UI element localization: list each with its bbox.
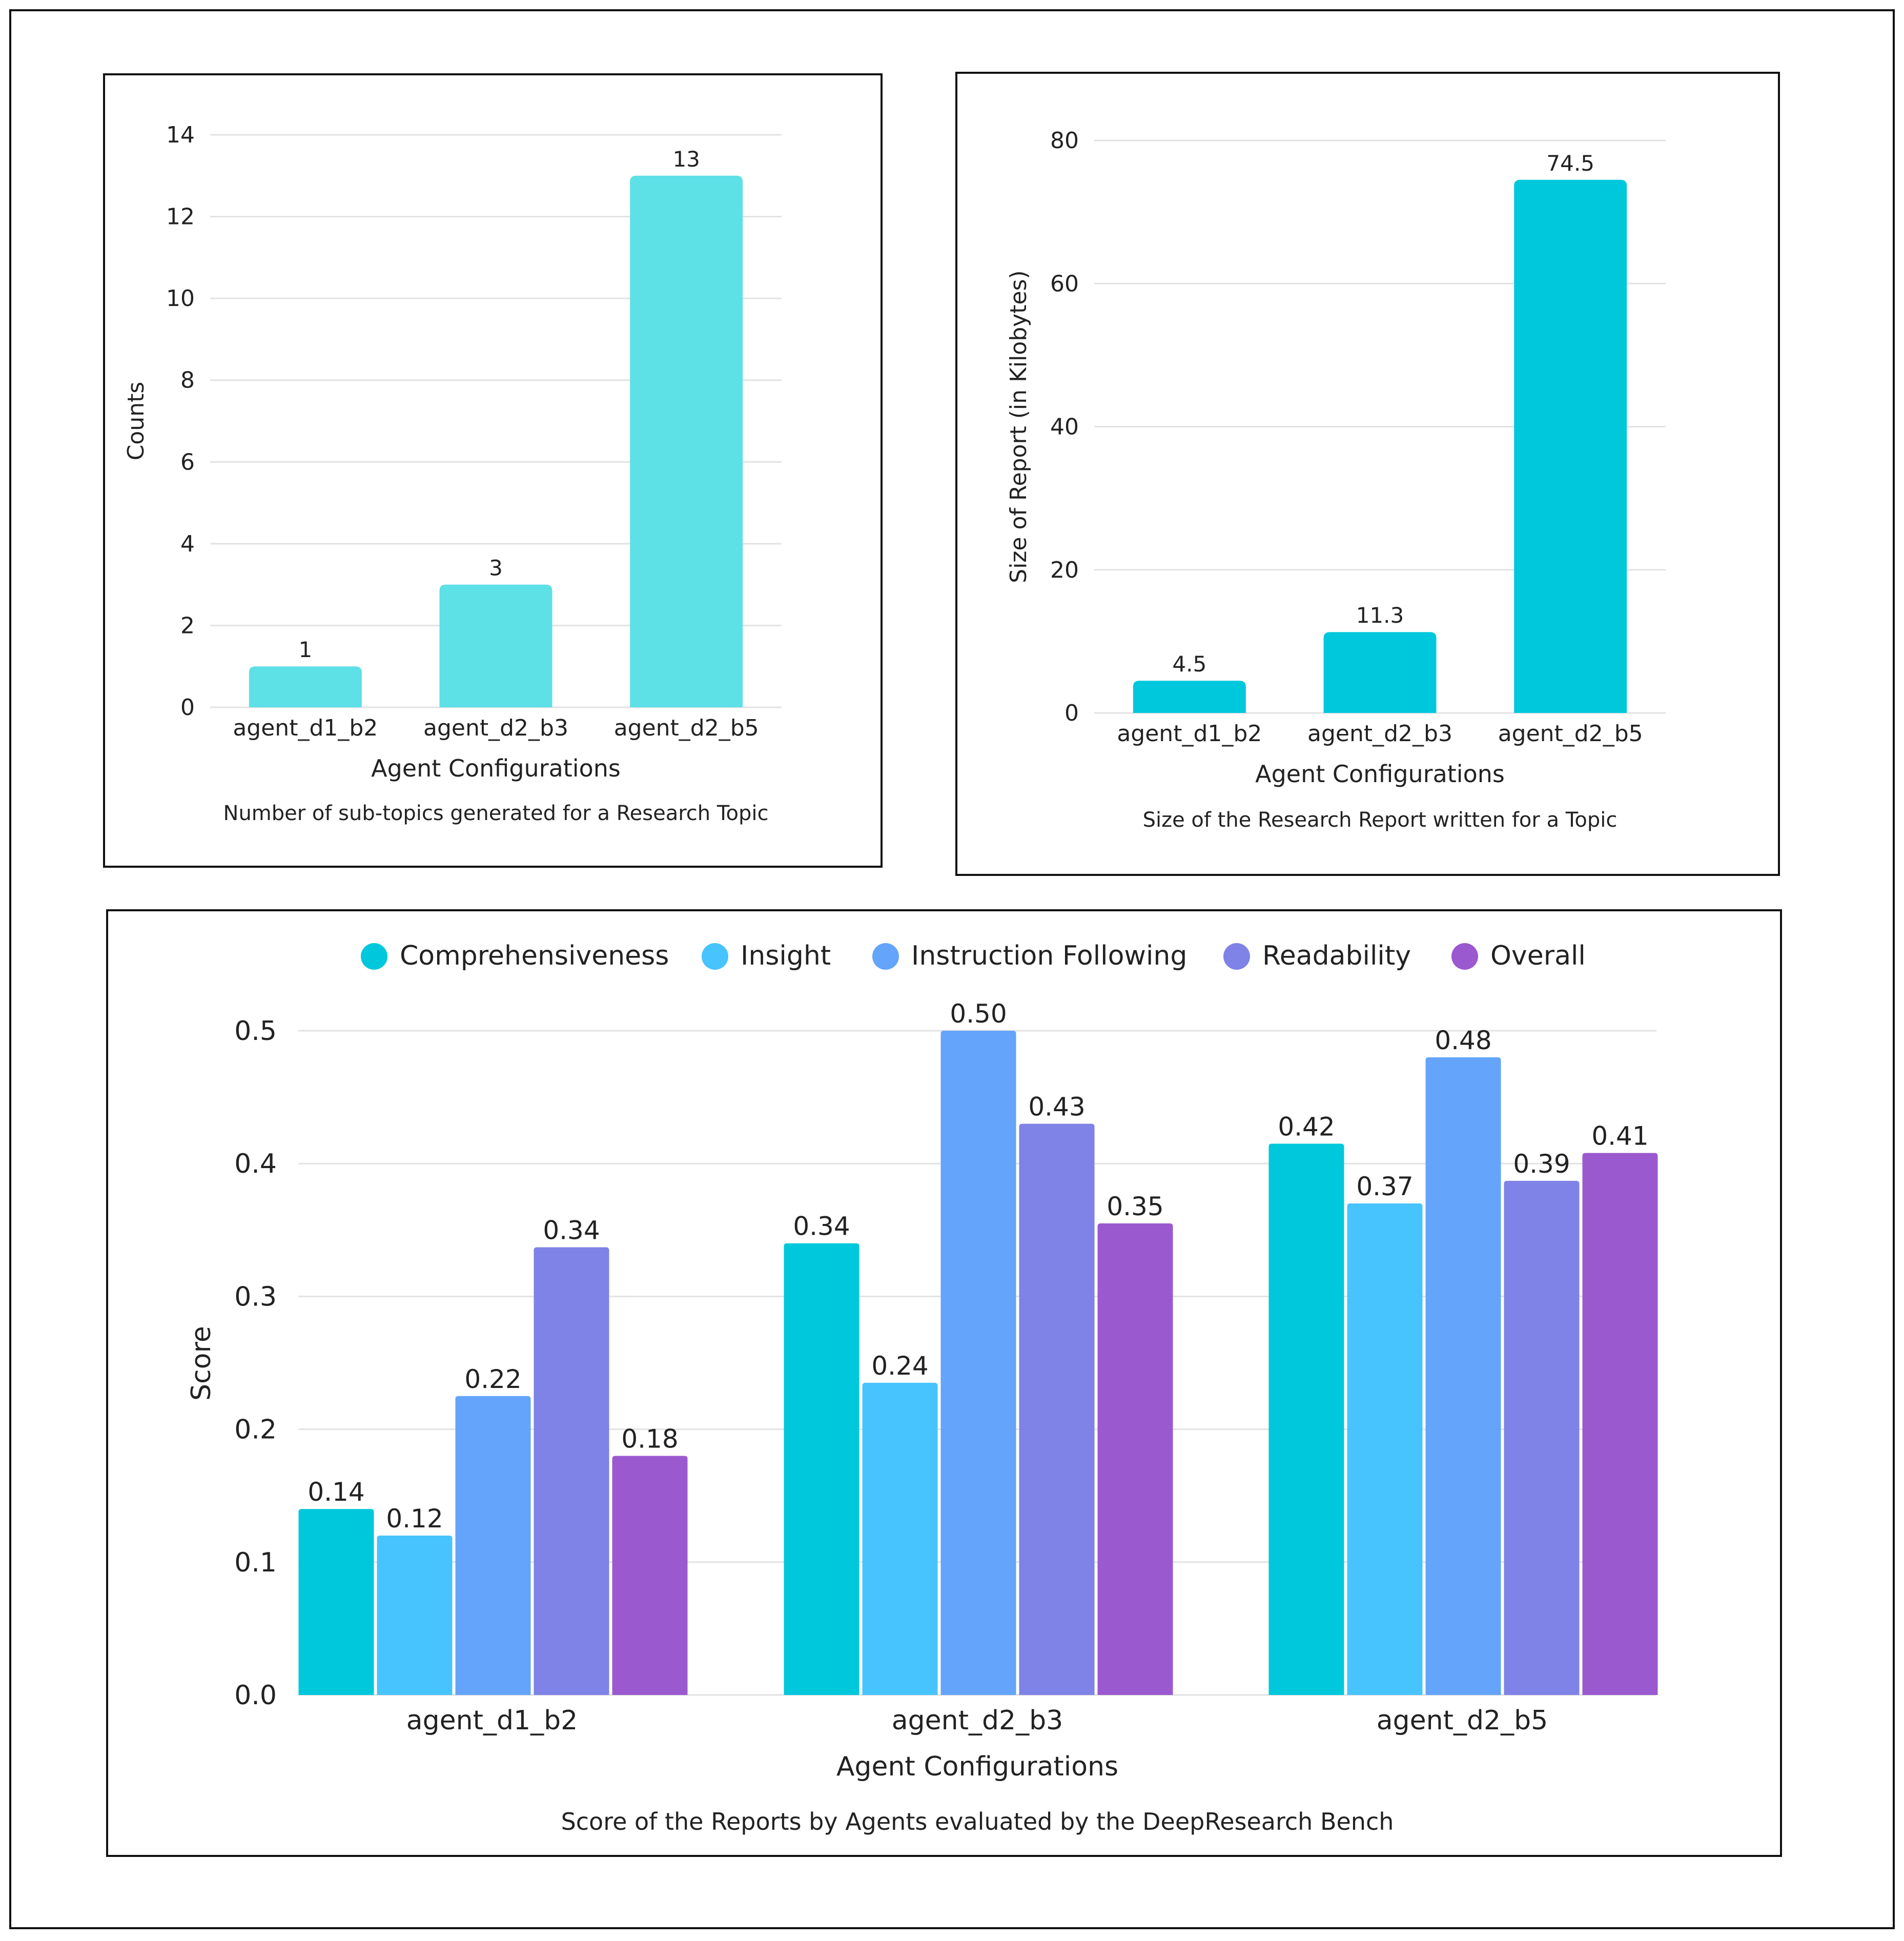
- legend-marker: [702, 943, 728, 970]
- y-axis-label: Counts: [123, 382, 149, 461]
- y-tick-label: 10: [166, 285, 195, 312]
- x-axis-label: Agent Configurations: [1255, 760, 1505, 788]
- data-label: 3: [489, 556, 503, 581]
- legend-marker: [1223, 943, 1250, 970]
- x-axis-label: Agent Configurations: [371, 754, 621, 782]
- y-tick-label: 80: [1050, 128, 1079, 154]
- bar: [612, 1456, 688, 1695]
- chart-frame: [103, 73, 883, 868]
- data-label: 0.41: [1591, 1121, 1648, 1151]
- x-tick-label: agent_d2_b5: [1377, 1705, 1548, 1736]
- data-label: 13: [672, 147, 700, 172]
- data-label: 4.5: [1172, 651, 1206, 677]
- bar: [630, 175, 743, 708]
- y-tick-label: 2: [180, 612, 195, 639]
- legend-label: Overall: [1490, 941, 1586, 971]
- legend-label: Insight: [741, 941, 831, 971]
- y-tick-label: 0: [180, 694, 195, 721]
- bar: [940, 1031, 1016, 1695]
- y-tick-label: 60: [1050, 271, 1079, 297]
- y-tick-label: 12: [166, 204, 195, 230]
- chart-frame: [955, 72, 1780, 876]
- subtopics-chart: 0 2 4 6 8 10 12 14 1 agent_d1_b2 3 agent_d2_b3 13 age…: [103, 73, 883, 868]
- data-label: 0.34: [793, 1212, 850, 1241]
- data-label: 0.24: [871, 1351, 928, 1381]
- data-label: 0.50: [950, 999, 1007, 1029]
- chart-caption: Number of sub-topics generated for a Res…: [223, 802, 769, 825]
- legend-label: Comprehensiveness: [400, 941, 669, 971]
- bar: [298, 1509, 374, 1695]
- y-tick-label: 20: [1050, 557, 1079, 583]
- y-tick-label: 0.1: [234, 1547, 277, 1578]
- chart-caption: Score of the Reports by Agents evaluated…: [561, 1808, 1394, 1835]
- x-tick-label: agent_d2_b3: [892, 1705, 1063, 1736]
- y-tick-label: 0: [1064, 700, 1079, 726]
- legend-label: Instruction Following: [911, 941, 1187, 971]
- bar: [784, 1243, 859, 1695]
- data-label: 0.22: [464, 1364, 521, 1394]
- bar: [1347, 1203, 1423, 1695]
- legend-label: Readability: [1262, 941, 1411, 971]
- bar: [1097, 1223, 1173, 1695]
- data-label: 74.5: [1546, 151, 1594, 176]
- y-tick-label: 8: [180, 367, 195, 394]
- x-tick-label: agent_d1_b2: [1117, 721, 1262, 747]
- y-tick-label: 0.4: [234, 1149, 277, 1179]
- x-axis-label: Agent Configurations: [836, 1751, 1118, 1782]
- data-label: 0.43: [1028, 1092, 1085, 1121]
- y-tick-label: 0.2: [234, 1415, 277, 1445]
- data-label: 0.42: [1278, 1112, 1335, 1141]
- data-label: 1: [298, 637, 312, 662]
- data-label: 0.37: [1356, 1172, 1413, 1201]
- bar: [1268, 1143, 1344, 1695]
- bar: [455, 1396, 531, 1695]
- chart-caption: Size of the Research Report written for …: [1143, 808, 1618, 832]
- data-label: 0.12: [386, 1504, 443, 1534]
- bar: [1133, 681, 1246, 713]
- y-tick-label: 4: [180, 531, 195, 557]
- legend-marker: [872, 943, 899, 970]
- y-tick-label: 0.3: [234, 1281, 277, 1312]
- outer-frame: [9, 9, 1895, 1929]
- bar: [377, 1535, 453, 1695]
- legend: Comprehensiveness Insight Instruction Foll…: [361, 941, 1586, 971]
- legend-marker: [1451, 943, 1478, 970]
- data-label: 0.39: [1513, 1149, 1570, 1179]
- bar: [1019, 1123, 1095, 1695]
- bar: [534, 1247, 609, 1695]
- score-chart: Comprehensiveness Insight Instruction Foll…: [106, 909, 1782, 1857]
- y-axis-label: Size of Report (in Kilobytes): [1006, 270, 1032, 583]
- x-tick-label: agent_d2_b5: [614, 715, 759, 741]
- y-tick-label: 14: [166, 122, 195, 148]
- chart-frame: [106, 909, 1782, 1857]
- y-tick-label: 0.0: [234, 1680, 277, 1711]
- bar: [439, 584, 552, 707]
- bar: [1582, 1153, 1658, 1695]
- x-tick-label: agent_d2_b3: [1307, 721, 1452, 747]
- data-label: 0.34: [543, 1215, 600, 1245]
- data-label: 0.35: [1107, 1192, 1163, 1221]
- data-label: 0.14: [308, 1477, 364, 1507]
- y-tick-label: 0.5: [234, 1016, 277, 1047]
- x-tick-label: agent_d1_b2: [406, 1705, 578, 1736]
- x-tick-label: agent_d2_b5: [1498, 721, 1643, 747]
- legend-marker: [361, 943, 387, 970]
- y-axis-label: Score: [186, 1326, 217, 1401]
- x-tick-label: agent_d2_b3: [423, 715, 568, 741]
- bar: [1425, 1057, 1501, 1695]
- y-tick-label: 40: [1050, 414, 1079, 440]
- bar: [1504, 1180, 1580, 1695]
- bar: [1514, 179, 1627, 713]
- x-tick-label: agent_d1_b2: [233, 715, 378, 741]
- y-tick-label: 6: [180, 449, 195, 475]
- report-size-chart: 0 20 40 60 80 4.5 agent_d1_b2 11.3 agent_d2_b3 74…: [955, 72, 1780, 876]
- bar: [249, 666, 362, 707]
- bar: [862, 1382, 938, 1695]
- data-label: 0.18: [621, 1424, 678, 1454]
- data-label: 11.3: [1356, 603, 1404, 628]
- bar: [1323, 632, 1437, 713]
- data-label: 0.48: [1435, 1026, 1491, 1055]
